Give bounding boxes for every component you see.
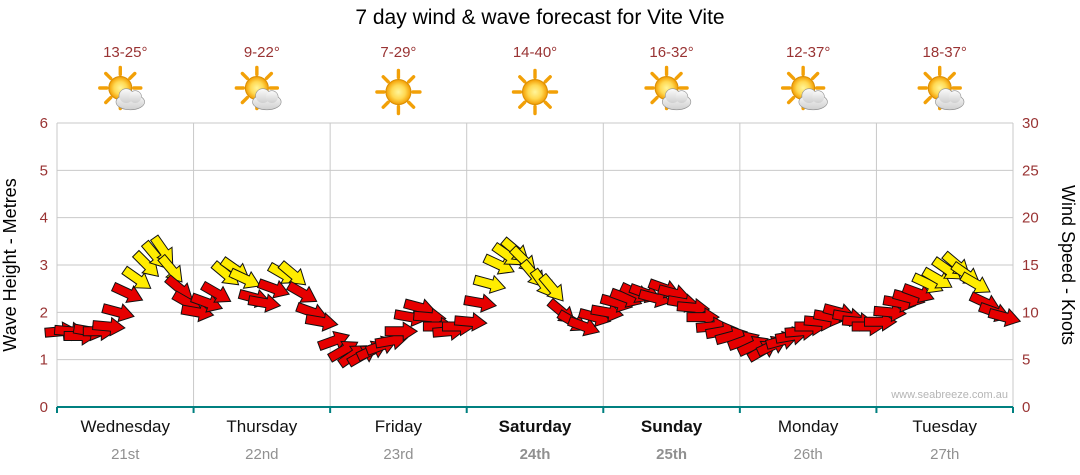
wind-arrow: [590, 302, 625, 323]
day-date-label: 25th: [656, 446, 687, 463]
wind-arrows: [44, 234, 1022, 369]
wind-arrow: [286, 280, 318, 303]
sun-cloud-icon: [644, 65, 692, 111]
sun-cloud-icon: [234, 65, 282, 111]
sun-cloud-icon: [780, 65, 828, 111]
day-name-label: Monday: [778, 417, 839, 436]
wind-arrow: [463, 293, 498, 313]
day-name-label: Sunday: [641, 417, 703, 436]
wind-arrow: [180, 302, 215, 323]
grid: [56, 122, 1014, 407]
left-axis-tick-label: 5: [40, 162, 48, 179]
day-date-label: 22nd: [245, 446, 278, 463]
temperature-range: 12-37°: [786, 44, 830, 61]
day-name-label: Tuesday: [912, 417, 977, 436]
sun-cloud-icon: [917, 65, 965, 111]
left-axis-tick-label: 0: [40, 399, 48, 416]
wind-arrow: [453, 312, 488, 332]
wind-arrow: [987, 307, 1022, 328]
day-name-label: Friday: [375, 417, 423, 436]
watermark: www.seabreeze.com.au: [890, 389, 1008, 401]
wind-arrow: [189, 292, 224, 313]
wind-arrow: [566, 316, 601, 337]
left-axis-tick-label: 1: [40, 352, 48, 369]
chart-title: 7 day wind & wave forecast for Vite Vite: [355, 6, 725, 29]
sun-icon: [511, 68, 559, 116]
wind-arrow: [959, 271, 991, 294]
wind-arrow: [121, 265, 152, 289]
wind-arrow: [256, 278, 291, 299]
temperature-range: 18-37°: [923, 44, 967, 61]
wind-arrow: [228, 267, 261, 289]
wind-arrow: [901, 283, 935, 304]
wind-arrow: [384, 321, 419, 342]
wind-arrow: [304, 312, 339, 332]
day-name-label: Thursday: [226, 417, 297, 436]
wind-arrow: [538, 272, 564, 302]
day-date-label: 24th: [520, 446, 551, 463]
right-axis-tick-label: 25: [1022, 162, 1039, 179]
sun-cloud-icon: [98, 65, 145, 111]
right-axis-tick-label: 10: [1022, 304, 1039, 321]
wind-arrow: [247, 293, 282, 313]
right-axis-tick-label: 30: [1022, 115, 1039, 132]
right-axis-title: Wind Speed - Knots: [1058, 185, 1078, 345]
day-date-label: 21st: [111, 446, 140, 463]
right-axis-tick-label: 15: [1022, 257, 1039, 274]
temperature-range: 7-29°: [380, 44, 416, 61]
day-date-label: 26th: [794, 446, 823, 463]
day-name-label: Wednesday: [81, 417, 171, 436]
wind-arrow: [200, 280, 232, 303]
left-axis-tick-label: 4: [40, 210, 48, 227]
wind-arrow: [277, 260, 307, 286]
sun-icon: [375, 68, 422, 116]
day-date-label: 27th: [930, 446, 959, 463]
left-axis-tick-label: 6: [40, 115, 48, 132]
wind-arrow: [472, 274, 507, 294]
right-axis-tick-label: 5: [1022, 352, 1030, 369]
day-date-label: 23rd: [383, 446, 413, 463]
right-axis-tick-label: 0: [1022, 399, 1030, 416]
left-axis-tick-label: 2: [40, 304, 48, 321]
day-name-label: Saturday: [499, 417, 572, 436]
temperature-range: 9-22°: [244, 44, 280, 61]
temperature-range: 14-40°: [513, 44, 557, 61]
left-axis-tick-label: 3: [40, 257, 48, 274]
wind-arrow: [873, 302, 907, 323]
wind-arrow: [482, 253, 515, 275]
wind-arrow: [921, 266, 953, 289]
temperature-range: 16-32°: [649, 44, 693, 61]
wind-arrow: [110, 281, 144, 304]
wind-arrow: [101, 303, 135, 323]
right-axis-tick-label: 20: [1022, 210, 1039, 227]
left-axis-title: Wave Height - Metres: [0, 178, 20, 351]
temperature-range: 13-25°: [103, 44, 147, 61]
wind-arrow: [92, 316, 126, 337]
